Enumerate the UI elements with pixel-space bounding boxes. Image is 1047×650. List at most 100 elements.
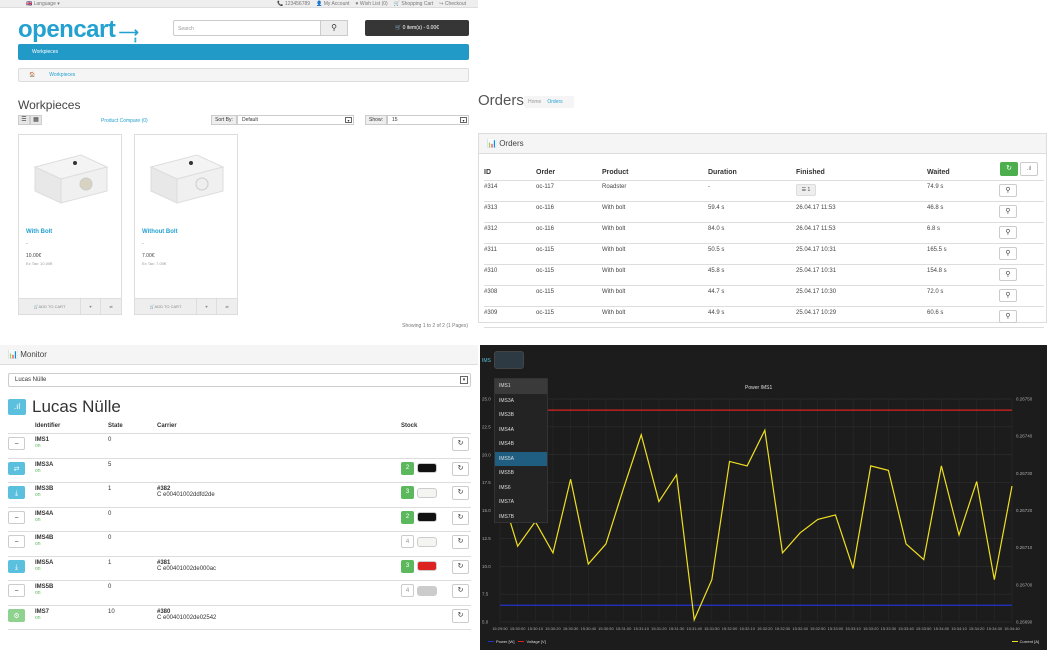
- refresh-button[interactable]: ↻: [452, 510, 469, 525]
- refresh-icon: ↻: [457, 489, 464, 496]
- opencart-logo[interactable]: opencart ⟶̣̣: [18, 16, 139, 44]
- legend-current-label: Current [A]: [1019, 639, 1039, 644]
- product-name[interactable]: Without Bolt: [142, 229, 178, 235]
- refresh-icon: ↻: [457, 440, 464, 447]
- row-action-button[interactable]: ⇄: [8, 461, 25, 475]
- row-action-button[interactable]: ⤓: [8, 486, 25, 499]
- dropdown-option[interactable]: IMS3B: [499, 412, 515, 418]
- wishlist-heart-icon[interactable]: ♥: [81, 299, 101, 314]
- view-order-button[interactable]: ⚲: [999, 226, 1017, 239]
- col-product[interactable]: Product: [602, 169, 629, 176]
- legend-current[interactable]: Current [A]: [1011, 639, 1039, 644]
- cart-button[interactable]: 🛒 0 item(s) - 0.00€: [365, 20, 469, 36]
- compare-icon[interactable]: ⇄: [225, 304, 229, 309]
- dropdown-option[interactable]: IMS5B: [499, 470, 515, 476]
- view-order-button[interactable]: ⚲: [999, 205, 1017, 218]
- row-action-button[interactable]: −: [8, 437, 25, 450]
- wishlist-link[interactable]: ♥ Wish List (0): [355, 1, 388, 7]
- sort-value: Default: [242, 117, 258, 123]
- dropdown-option[interactable]: IMS4A: [499, 426, 515, 433]
- breadcrumb-orders[interactable]: Orders: [547, 99, 563, 105]
- table-row: ⤓ IMS3B on 1 #382 C e00401002ddfd2de 3 ↻: [8, 483, 471, 508]
- workpiece-image: [417, 487, 437, 498]
- col-id[interactable]: ID: [484, 169, 491, 176]
- station-id: IMS5B: [35, 584, 54, 590]
- shopping-cart-link[interactable]: 🛒 Shopping Cart: [393, 1, 434, 7]
- list-count: 1: [807, 187, 811, 193]
- col-stock: Stock: [401, 423, 418, 429]
- top-bar: 🇬🇧 Language ▾ 📞 123456789 👤 My Account ♥…: [0, 0, 478, 8]
- legend-power[interactable]: Power [W]: [488, 639, 514, 644]
- dropdown-option[interactable]: IMS5A: [495, 451, 547, 466]
- panel-title: Orders: [499, 139, 524, 148]
- home-icon[interactable]: 🏠: [29, 72, 36, 78]
- col-state: State: [108, 423, 123, 429]
- view-order-button[interactable]: ⚲: [999, 247, 1017, 260]
- show-select[interactable]: 15 ▾: [387, 115, 469, 125]
- product-image[interactable]: [147, 145, 227, 205]
- company-select[interactable]: Lucas Nülle ▾: [8, 373, 471, 387]
- row-action-button[interactable]: −: [8, 535, 25, 548]
- row-action-button[interactable]: −: [8, 584, 25, 597]
- sort-select[interactable]: Default ▾: [237, 115, 354, 125]
- checkout-link[interactable]: ↪ Checkout: [439, 1, 466, 7]
- view-order-button[interactable]: ⚲: [999, 310, 1017, 323]
- wishlist-heart-icon[interactable]: ♥: [197, 299, 217, 314]
- refresh-button[interactable]: ↻: [452, 584, 469, 598]
- stock-count: 3: [401, 559, 414, 573]
- menu-item-workpieces[interactable]: Workpieces: [32, 49, 59, 55]
- dropdown-option[interactable]: IMS7A: [499, 499, 515, 505]
- list-view-icon[interactable]: ☰: [18, 115, 30, 125]
- breadcrumb-home[interactable]: Home: [528, 99, 542, 105]
- product-image[interactable]: [31, 145, 111, 205]
- col-waited[interactable]: Waited: [927, 169, 950, 176]
- refresh-button[interactable]: ↻: [452, 559, 469, 574]
- refresh-button[interactable]: ↻: [452, 535, 469, 549]
- dropdown-option[interactable]: IMS3A: [499, 397, 515, 404]
- row-action-button[interactable]: ⚙: [8, 608, 25, 622]
- table-row: − IMS1 on 0 ↻: [8, 434, 471, 459]
- product-compare-link[interactable]: Product Compare (0): [101, 118, 148, 124]
- col-finished[interactable]: Finished: [796, 169, 825, 176]
- refresh-button[interactable]: ↻: [452, 437, 469, 451]
- my-account-link[interactable]: 👤 My Account: [316, 1, 350, 7]
- refresh-button[interactable]: ↻: [452, 486, 469, 500]
- x-tick-label: 15:29:50: [492, 626, 508, 631]
- dropdown-option[interactable]: IMS4B: [499, 441, 515, 447]
- x-tick-label: 15:31:40: [686, 626, 702, 631]
- table-row: #308 oc-115 With bolt 44.7 s 25.04.17 10:30 7…: [484, 286, 1044, 307]
- col-duration[interactable]: Duration: [708, 169, 737, 176]
- breadcrumb-workpieces[interactable]: Workpieces: [49, 72, 76, 78]
- legend-voltage[interactable]: Voltage [V]: [518, 639, 546, 644]
- order-number: oc-115: [536, 268, 554, 274]
- search-button[interactable]: ⚲: [320, 20, 348, 36]
- refresh-button[interactable]: ↻: [1000, 162, 1018, 176]
- y2-tick-label: 0.26740: [1016, 434, 1033, 439]
- list-button[interactable]: ☰ 1: [796, 184, 816, 196]
- refresh-button[interactable]: ↻: [452, 461, 469, 476]
- view-order-button[interactable]: ⚲: [999, 289, 1017, 302]
- add-to-cart-button[interactable]: 🛒 ADD TO CART: [19, 299, 81, 314]
- row-action-button[interactable]: ⤓: [8, 559, 25, 573]
- phone-link[interactable]: 📞 123456789: [277, 1, 311, 7]
- dropdown-option[interactable]: IMS7B: [499, 513, 515, 520]
- signal-bars-icon[interactable]: .ıl: [8, 399, 26, 415]
- main-menu: Workpieces: [18, 44, 469, 60]
- dropdown-option[interactable]: IMS1: [495, 379, 547, 394]
- station-identifier: IMS3B on: [35, 486, 108, 498]
- grid-view-icon[interactable]: ▦: [30, 115, 42, 125]
- refresh-button[interactable]: ↻: [452, 608, 469, 623]
- y2-tick-label: 0.26750: [1016, 397, 1033, 402]
- row-action-button[interactable]: −: [8, 510, 25, 524]
- add-to-cart-button[interactable]: 🛒 ADD TO CART: [135, 299, 197, 314]
- dropdown-option[interactable]: IMS6: [499, 484, 511, 491]
- view-order-button[interactable]: ⚲: [999, 268, 1017, 281]
- station-select[interactable]: [494, 351, 524, 369]
- stats-button[interactable]: .ıl: [1020, 162, 1038, 176]
- col-order[interactable]: Order: [536, 169, 556, 176]
- compare-icon[interactable]: ⇄: [109, 304, 113, 309]
- view-order-button[interactable]: ⚲: [999, 184, 1017, 197]
- legend-power-label: Power [W]: [496, 639, 515, 644]
- product-name[interactable]: With Bolt: [26, 229, 53, 235]
- language-dropdown[interactable]: 🇬🇧 Language ▾: [26, 1, 60, 7]
